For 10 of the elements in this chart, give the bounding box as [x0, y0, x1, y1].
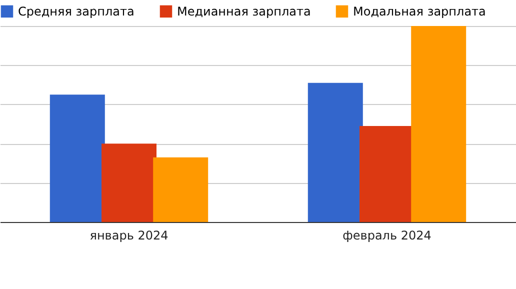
- bar: [153, 157, 208, 222]
- x-tick-label: февраль 2024: [342, 228, 432, 242]
- legend-label: Модальная зарплата: [353, 4, 486, 18]
- x-tick-label: январь 2024: [90, 228, 168, 242]
- legend-label: Средняя зарплата: [18, 4, 134, 18]
- bar: [50, 94, 105, 222]
- bar: [308, 82, 363, 222]
- legend-label: Медианная зарплата: [177, 4, 311, 18]
- bar: [102, 144, 156, 222]
- bar: [411, 26, 466, 222]
